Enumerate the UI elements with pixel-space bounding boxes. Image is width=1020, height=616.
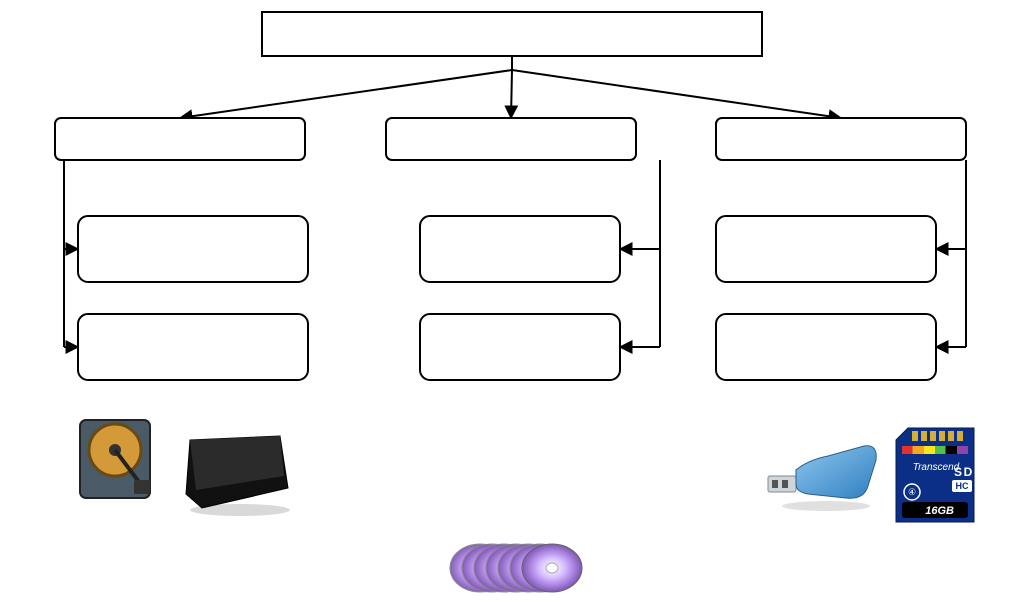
svg-text:④: ④: [908, 487, 916, 497]
svg-text:HC: HC: [956, 481, 969, 491]
sd-size: 16GB: [925, 505, 954, 517]
disc-stack-icon: [450, 544, 582, 592]
svg-text:D: D: [964, 465, 973, 479]
sd-card-icon: Transcend 16GB SD HC ④: [896, 428, 974, 522]
sd-brand: Transcend: [913, 462, 960, 473]
hdd-icon: [80, 420, 150, 498]
edge-top-0: [180, 70, 512, 118]
svg-text:S: S: [954, 465, 962, 479]
usb-flash-icon: [768, 446, 876, 511]
external-hdd-icon: [186, 436, 290, 516]
edge-top-1: [511, 70, 512, 118]
edge-top-2: [512, 70, 841, 118]
